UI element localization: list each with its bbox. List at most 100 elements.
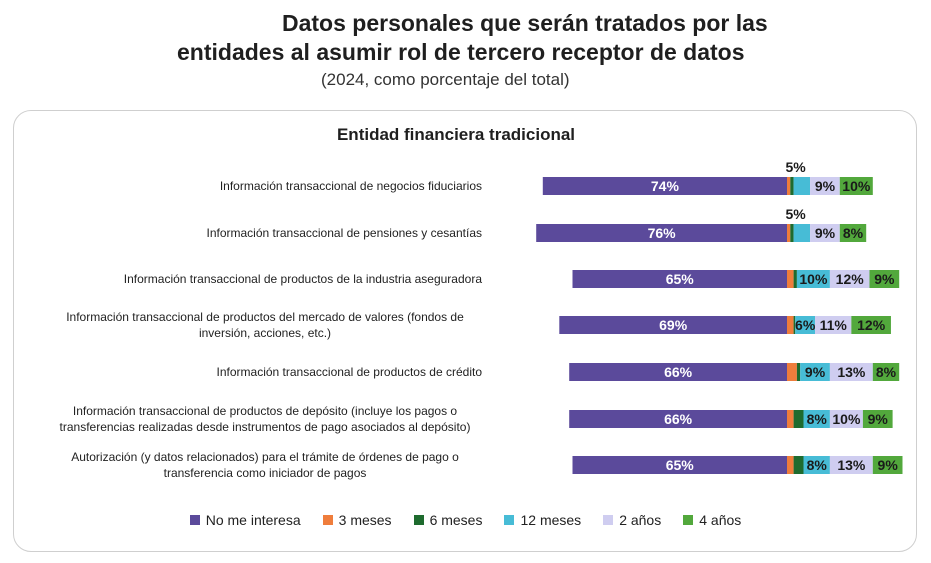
bar-segment-no-me-interesa (572, 270, 787, 288)
legend-swatch (189, 515, 200, 525)
category-label: transferencias realizadas desde instrume… (60, 420, 471, 434)
bar-segment-3-meses (787, 270, 794, 288)
data-label: 12% (857, 317, 886, 333)
data-label: 10% (832, 411, 861, 427)
bar-segment-4-anos (851, 316, 891, 334)
title-line-2: entidades al asumir rol de tercero recep… (177, 39, 745, 65)
bar-segment-2-anos (810, 177, 840, 195)
legend-label: 2 años (619, 512, 662, 528)
bar-segment-12-meses (793, 224, 811, 242)
bar-segment-2-anos (829, 456, 873, 474)
legend-item-12-meses: 12 meses (504, 512, 581, 528)
bar-segment-no-me-interesa (569, 410, 787, 428)
bar-segment-3-meses (787, 363, 797, 381)
subtitle: (2024, como porcentaje del total) (321, 70, 570, 89)
legend-item-2-anos: 2 años (603, 512, 661, 528)
data-label: 9% (868, 411, 889, 427)
data-label: 9% (805, 364, 826, 380)
bar-segment-6-meses (790, 224, 794, 242)
data-label: 10% (799, 271, 828, 287)
legend-label: 4 años (699, 512, 742, 528)
category-label: Información transaccional de productos d… (66, 310, 464, 324)
data-label: 9% (878, 457, 899, 473)
bar-segment-2-anos (829, 270, 870, 288)
legend-swatch (322, 515, 333, 525)
bar-segment-4-anos (839, 224, 867, 242)
data-label: 76% (648, 225, 677, 241)
category-label: Información transaccional de pensiones y… (207, 226, 483, 240)
legend-swatch (683, 515, 694, 525)
chart-panel (13, 110, 917, 552)
data-label: 13% (837, 457, 866, 473)
bar-segment-no-me-interesa (569, 363, 787, 381)
legend-swatch (603, 515, 614, 525)
bar-segment-no-me-interesa (542, 177, 787, 195)
data-label: 9% (815, 178, 836, 194)
data-label: 13% (837, 364, 866, 380)
bar-segment-3-meses (787, 456, 794, 474)
data-label: 9% (874, 271, 895, 287)
data-label: 6% (795, 317, 816, 333)
data-label: 8% (876, 364, 897, 380)
bar-segment-12-meses (803, 410, 830, 428)
data-label: 5% (785, 206, 806, 222)
data-label: 66% (664, 411, 693, 427)
bar-segment-6-meses (793, 456, 804, 474)
data-label: 5% (785, 159, 806, 175)
data-label: 8% (843, 225, 864, 241)
category-label: Información transaccional de productos d… (124, 272, 483, 286)
chart-title: Entidad financiera tradicional (337, 125, 575, 144)
legend-label: 6 meses (429, 512, 483, 528)
bar-segment-6-meses (793, 270, 797, 288)
bar-segment-6-meses (793, 410, 804, 428)
legend-swatch (413, 515, 424, 525)
category-label: Información transaccional de productos d… (73, 404, 458, 418)
bar-segment-4-anos (872, 456, 903, 474)
data-label: 65% (666, 271, 695, 287)
bar-segment-4-anos (862, 410, 893, 428)
bar-segment-2-anos (829, 363, 873, 381)
bar-segment-2-anos (829, 410, 863, 428)
bar-segment-12-meses (795, 316, 816, 334)
bar-segment-3-meses (787, 410, 794, 428)
legend-label: 3 meses (338, 512, 392, 528)
bar-segment-2-anos (810, 224, 840, 242)
category-label: Autorización (y datos relacionados) para… (71, 450, 459, 464)
bar-segment-no-me-interesa (559, 316, 787, 334)
bar-segment-12-meses (793, 177, 811, 195)
data-label: 8% (807, 411, 828, 427)
bar-segment-3-meses (787, 224, 791, 242)
data-label: 74% (651, 178, 680, 194)
chart-legend: No me interesa 3 meses 6 meses 12 meses 2 añ… (0, 512, 931, 528)
data-label: 8% (807, 457, 828, 473)
bar-segment-4-anos (872, 363, 900, 381)
data-label: 9% (815, 225, 836, 241)
bar-segment-6-meses (796, 363, 801, 381)
bar-segment-3-meses (787, 316, 794, 334)
legend-label: 12 meses (520, 512, 582, 528)
legend-item-no-me-interesa: No me interesa (189, 512, 301, 528)
bar-segment-2-anos (815, 316, 852, 334)
data-label: 10% (842, 178, 871, 194)
bar-segment-4-anos (869, 270, 900, 288)
title-line-1: Datos personales que serán tratados por … (282, 10, 768, 36)
bar-segment-6-meses (790, 177, 794, 195)
data-label: 12% (836, 271, 865, 287)
legend-item-6-meses: 6 meses (413, 512, 483, 528)
bar-segment-12-meses (803, 456, 830, 474)
category-label: Información transaccional de negocios fi… (220, 179, 482, 193)
bar-segment-no-me-interesa (572, 456, 787, 474)
legend-swatch (504, 515, 515, 525)
data-label: 65% (666, 457, 695, 473)
data-label: 11% (820, 317, 848, 333)
category-label: transferencia como iniciador de pagos (164, 466, 367, 480)
data-label: 69% (659, 317, 688, 333)
category-label: inversión, acciones, etc.) (199, 326, 331, 340)
bar-segment-3-meses (787, 177, 791, 195)
bar-segment-no-me-interesa (536, 224, 787, 242)
legend-item-3-meses: 3 meses (322, 512, 392, 528)
bar-segment-12-meses (796, 270, 830, 288)
bar-segment-4-anos (839, 177, 873, 195)
bar-segment-6-meses (793, 316, 796, 334)
